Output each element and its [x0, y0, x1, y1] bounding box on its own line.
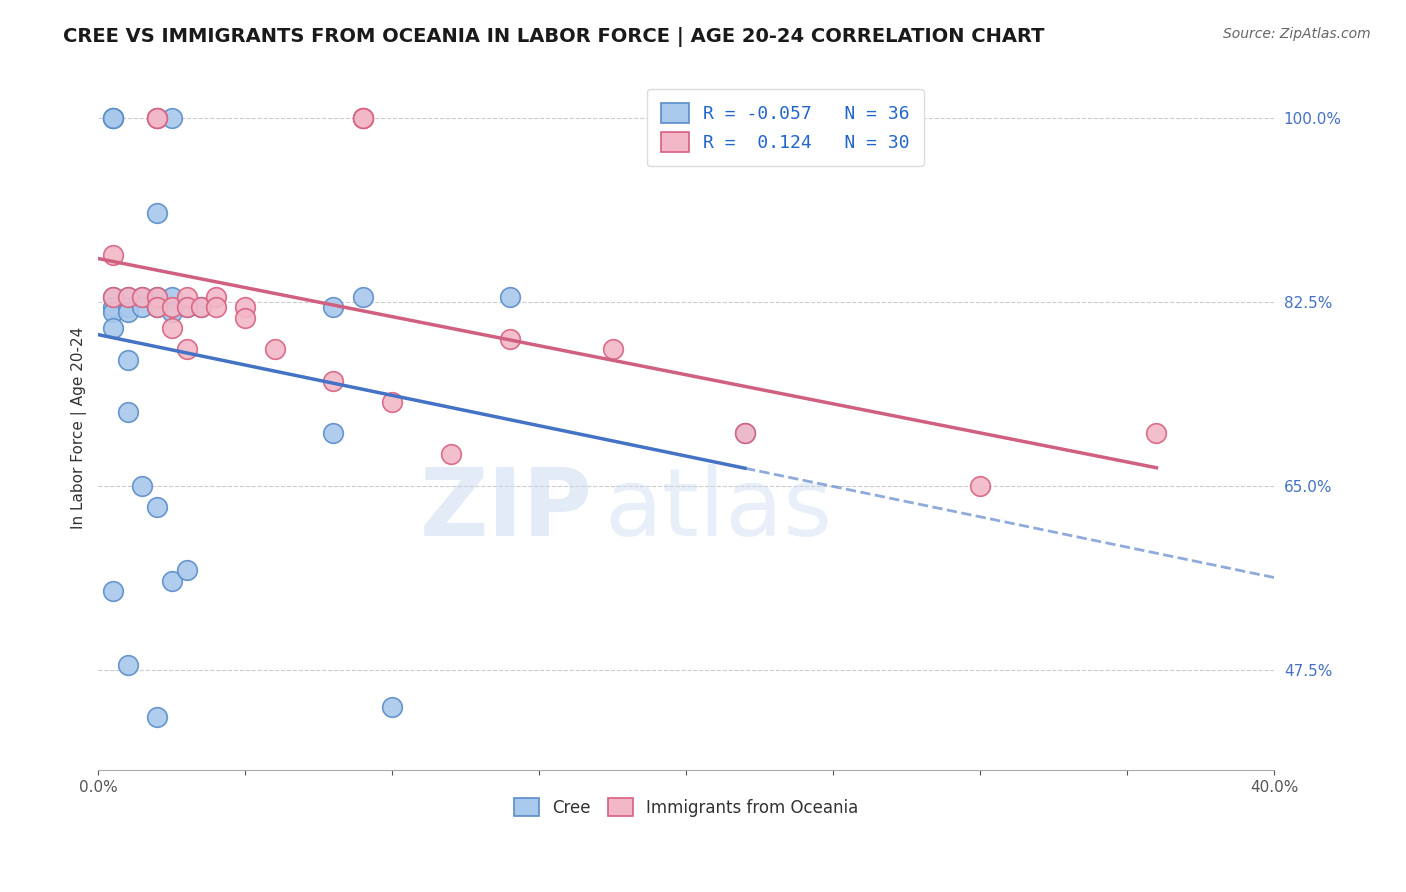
Point	[117, 290, 139, 304]
Point	[117, 352, 139, 367]
Point	[233, 300, 256, 314]
Point	[381, 395, 404, 409]
Point	[117, 290, 139, 304]
Point	[322, 426, 344, 441]
Point	[101, 321, 124, 335]
Point	[322, 374, 344, 388]
Point	[146, 300, 169, 314]
Point	[734, 426, 756, 441]
Point	[117, 405, 139, 419]
Point	[146, 500, 169, 514]
Point	[160, 111, 183, 125]
Point	[160, 574, 183, 588]
Point	[205, 300, 228, 314]
Point	[734, 426, 756, 441]
Point	[322, 300, 344, 314]
Text: ZIP: ZIP	[419, 464, 592, 557]
Point	[190, 300, 212, 314]
Point	[101, 111, 124, 125]
Point	[263, 343, 285, 357]
Point	[101, 290, 124, 304]
Point	[160, 321, 183, 335]
Point	[381, 699, 404, 714]
Point	[131, 300, 153, 314]
Point	[352, 111, 374, 125]
Point	[101, 290, 124, 304]
Point	[176, 563, 198, 577]
Point	[205, 290, 228, 304]
Point	[190, 300, 212, 314]
Point	[101, 111, 124, 125]
Point	[440, 447, 463, 461]
Point	[101, 247, 124, 261]
Point	[101, 305, 124, 319]
Point	[117, 657, 139, 672]
Point	[131, 290, 153, 304]
Point	[176, 300, 198, 314]
Point	[146, 290, 169, 304]
Legend: Cree, Immigrants from Oceania: Cree, Immigrants from Oceania	[508, 791, 865, 823]
Point	[101, 300, 124, 314]
Point	[352, 290, 374, 304]
Point	[146, 710, 169, 724]
Point	[602, 343, 624, 357]
Point	[117, 305, 139, 319]
Point	[146, 111, 169, 125]
Point	[146, 290, 169, 304]
Text: CREE VS IMMIGRANTS FROM OCEANIA IN LABOR FORCE | AGE 20-24 CORRELATION CHART: CREE VS IMMIGRANTS FROM OCEANIA IN LABOR…	[63, 27, 1045, 46]
Point	[146, 111, 169, 125]
Point	[101, 584, 124, 599]
Point	[131, 290, 153, 304]
Point	[176, 300, 198, 314]
Point	[352, 111, 374, 125]
Text: Source: ZipAtlas.com: Source: ZipAtlas.com	[1223, 27, 1371, 41]
Point	[146, 111, 169, 125]
Point	[117, 300, 139, 314]
Point	[969, 479, 991, 493]
Point	[499, 290, 522, 304]
Text: atlas: atlas	[605, 464, 832, 557]
Point	[160, 300, 183, 314]
Point	[499, 332, 522, 346]
Point	[176, 290, 198, 304]
Point	[176, 343, 198, 357]
Point	[160, 305, 183, 319]
Point	[131, 479, 153, 493]
Point	[352, 111, 374, 125]
Point	[146, 205, 169, 219]
Point	[233, 310, 256, 325]
Y-axis label: In Labor Force | Age 20-24: In Labor Force | Age 20-24	[72, 327, 87, 529]
Point	[160, 290, 183, 304]
Point	[101, 111, 124, 125]
Point	[146, 300, 169, 314]
Point	[1146, 426, 1168, 441]
